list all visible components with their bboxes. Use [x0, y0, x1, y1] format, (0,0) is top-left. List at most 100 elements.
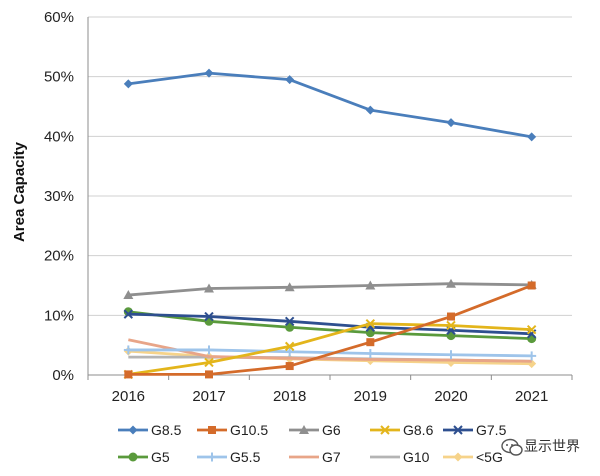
x-tick-label: 2020 [434, 388, 467, 405]
marker-stroke [365, 318, 376, 329]
legend-label: G8.6 [403, 422, 434, 438]
y-tick-label: 30% [44, 188, 74, 205]
data-point [366, 338, 375, 347]
series-line [128, 338, 532, 363]
legend-item: G5.5 [197, 449, 261, 465]
marker-stroke [380, 425, 390, 435]
data-point [123, 79, 133, 89]
series-group [123, 68, 537, 380]
y-tick-label: 60% [44, 9, 74, 26]
legend-label: G7 [322, 449, 341, 465]
data-point [365, 349, 375, 359]
legend-marker [453, 425, 463, 435]
data-point [285, 75, 295, 85]
legend-item: G10.5 [197, 422, 268, 438]
x-tick-label: 2019 [354, 388, 387, 405]
data-point [284, 341, 295, 352]
data-point [124, 370, 133, 379]
data-point [123, 309, 134, 319]
legend-marker [208, 426, 216, 434]
data-point [446, 350, 456, 360]
marker-stroke [526, 324, 537, 335]
data-point [527, 281, 536, 290]
legend-label: G5 [151, 449, 170, 465]
marker-stroke [204, 311, 214, 322]
y-axis-label: Area Capacity [11, 141, 28, 242]
watermark: 显示世界 [501, 438, 580, 456]
wechat-icon [501, 438, 523, 456]
series-g86 [123, 318, 537, 380]
legend-item: G5 [118, 449, 170, 465]
data-point [446, 278, 456, 288]
marker-stroke [123, 309, 134, 319]
legend-item: G6 [289, 422, 341, 438]
watermark-text: 显示世界 [524, 439, 580, 455]
marker-stroke [453, 425, 463, 435]
x-tick-label: 2016 [112, 388, 145, 405]
series-line [128, 322, 532, 376]
data-point [365, 318, 376, 329]
data-point [446, 320, 456, 331]
data-point [204, 345, 214, 355]
data-point [204, 316, 214, 326]
series-line [128, 348, 532, 358]
data-point [365, 105, 375, 115]
y-tick-label: 20% [44, 248, 74, 265]
x-tick-label: 2018 [273, 388, 306, 405]
data-point [284, 282, 295, 292]
series-g85 [123, 68, 537, 142]
data-point [527, 351, 537, 361]
legend-marker [380, 425, 390, 435]
data-point [204, 357, 214, 368]
data-point [204, 68, 214, 78]
legend-marker [207, 452, 217, 462]
data-point [204, 283, 214, 293]
legend-label: G6 [322, 422, 341, 438]
data-point [204, 311, 214, 322]
data-point [285, 322, 295, 332]
legend-item: G10 [370, 449, 430, 465]
series-line [128, 71, 532, 139]
legend-label: G8.5 [151, 422, 182, 438]
legend-label: G7.5 [476, 422, 507, 438]
data-point [446, 118, 456, 128]
y-tick-label: 40% [44, 128, 74, 145]
legend-item: G8.6 [370, 422, 434, 438]
series-line [128, 312, 532, 336]
legend-item: G7 [289, 449, 341, 465]
legend-label: G10.5 [230, 422, 268, 438]
marker-stroke [284, 341, 295, 352]
series-g55 [123, 345, 537, 361]
legend-label: G10 [403, 449, 430, 465]
data-point [285, 347, 295, 357]
x-tick-labels: 2016 2017 2018 2019 2020 2021 [112, 388, 549, 405]
legend-item: G8.5 [118, 422, 182, 438]
data-point [365, 280, 376, 290]
marker-stroke [284, 316, 295, 327]
series-line [128, 284, 533, 376]
legend-item: G7.5 [443, 422, 507, 438]
y-tick-label: 10% [44, 307, 74, 324]
data-point [527, 334, 537, 344]
series-line [128, 282, 532, 297]
legend-item: <5G [443, 449, 503, 465]
y-tick-labels: 0% 10% 20% 30% 40% 50% 60% [44, 9, 74, 384]
legend-marker [128, 425, 138, 435]
data-point [285, 362, 294, 371]
marker-stroke [204, 357, 214, 368]
legend-label: <5G [476, 449, 503, 465]
legend-marker [299, 425, 309, 434]
legend-marker [453, 452, 463, 462]
data-point [123, 345, 133, 355]
data-point [527, 132, 537, 142]
marker-stroke [446, 320, 456, 331]
series-g6 [123, 278, 537, 300]
data-point [447, 312, 455, 321]
series-g7 [128, 338, 532, 363]
legend: G8.5 G10.5 G6 G8.6 G7.5 G5 G5.5 G7 G10 <5G [118, 422, 507, 465]
series-g105 [124, 281, 536, 379]
y-tick-label: 0% [52, 367, 74, 384]
x-tick-label: 2021 [515, 388, 548, 405]
data-point [205, 370, 213, 379]
